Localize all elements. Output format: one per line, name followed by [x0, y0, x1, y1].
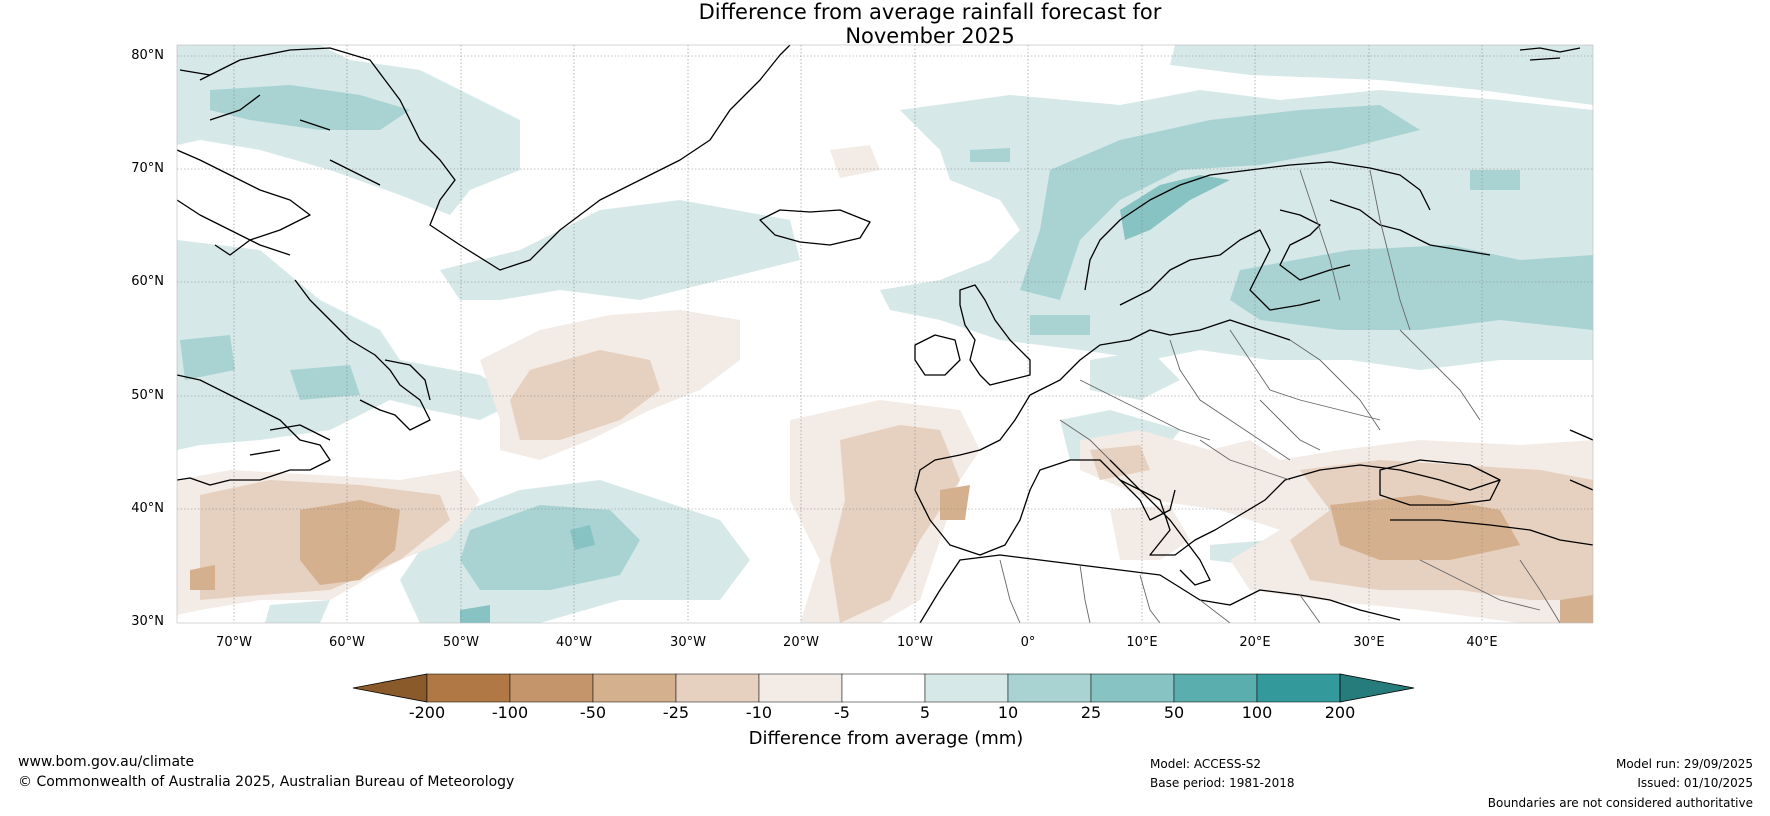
colour-bar-tick-label: 25: [1080, 703, 1102, 722]
title-line-2: November 2025: [845, 24, 1015, 48]
colour-bar-swatch: [1256, 673, 1341, 703]
dry-anomaly-25-50-regions: [190, 485, 1593, 623]
colour-bar-swatch: [841, 673, 926, 703]
coastlines: [177, 45, 1593, 623]
lon-label-60w: 60°W: [329, 635, 365, 650]
wet-anomaly-5-10-regions: [177, 45, 1593, 623]
colour-bar-tick-label: -100: [491, 703, 529, 722]
lat-label-30n: 30°N: [131, 614, 164, 629]
colour-bar-tick-label: -5: [834, 703, 850, 722]
colour-bar-tick-label: 200: [1324, 703, 1356, 722]
website-text: www.bom.gov.au/climate: [18, 754, 195, 770]
colour-bar-swatch: [1173, 673, 1258, 703]
wet-anomaly-25-50-regions: [460, 175, 1230, 623]
lon-label-30w: 30°W: [670, 635, 706, 650]
lat-label-80n: 80°N: [131, 48, 164, 63]
lon-label-10w: 10°W: [897, 635, 933, 650]
lon-label-30e: 30°E: [1353, 635, 1385, 650]
colour-bar-title: Difference from average (mm): [748, 728, 1024, 749]
lon-label-40w: 40°W: [556, 635, 592, 650]
lat-label-50n: 50°N: [131, 388, 164, 403]
map-frame: [176, 44, 1594, 624]
lon-label-10e: 10°E: [1126, 635, 1158, 650]
map-title: Difference from average rainfall forecas…: [0, 0, 1770, 48]
lat-label-60n: 60°N: [131, 274, 164, 289]
lon-label-20e: 20°E: [1239, 635, 1271, 650]
base-period-text: Base period: 1981-2018: [1150, 776, 1295, 790]
issued-text: Issued: 01/10/2025: [1637, 776, 1753, 790]
colour-bar-swatch: [675, 673, 760, 703]
map-gridlines: [177, 45, 1593, 623]
copyright-text: © Commonwealth of Australia 2025, Austra…: [18, 774, 515, 790]
colour-bar-right-arrow: [1339, 673, 1415, 703]
colour-bar-tick-label: -200: [408, 703, 446, 722]
colour-bar-swatch: [1007, 673, 1092, 703]
colour-bar-tick-label: 5: [919, 703, 931, 722]
country-boundaries: [999, 169, 1561, 623]
colour-bar-tick-label: 10: [997, 703, 1019, 722]
lon-label-40e: 40°E: [1466, 635, 1498, 650]
lat-label-40n: 40°N: [131, 501, 164, 516]
map-plot-area: [177, 45, 1593, 623]
lon-label-50w: 50°W: [443, 635, 479, 650]
lon-label-20w: 20°W: [783, 635, 819, 650]
colour-bar-swatch: [1090, 673, 1175, 703]
colour-bar-tick-label: -25: [662, 703, 690, 722]
colour-bar: [352, 673, 1415, 703]
colour-bar-swatch: [924, 673, 1009, 703]
colour-bar-swatch: [426, 673, 511, 703]
colour-bar-tick-label: 50: [1163, 703, 1185, 722]
colour-bar-tick-label: -50: [579, 703, 607, 722]
model-text: Model: ACCESS-S2: [1150, 757, 1262, 771]
disclaimer-text: Boundaries are not considered authoritat…: [1487, 796, 1753, 810]
lon-label-70w: 70°W: [216, 635, 252, 650]
wet-anomaly-10-25-regions: [180, 85, 1593, 590]
colour-bar-tick-label: 100: [1241, 703, 1273, 722]
colour-bar-swatch: [758, 673, 843, 703]
colour-bar-left-arrow: [352, 673, 428, 703]
colour-bar-tick-label: -10: [745, 703, 773, 722]
model-run-text: Model run: 29/09/2025: [1615, 757, 1753, 771]
lon-label-0: 0°: [1020, 635, 1036, 650]
colour-bar-swatch: [592, 673, 677, 703]
lat-label-70n: 70°N: [131, 161, 164, 176]
colour-bar-swatch: [509, 673, 594, 703]
title-line-1: Difference from average rainfall forecas…: [698, 0, 1162, 24]
